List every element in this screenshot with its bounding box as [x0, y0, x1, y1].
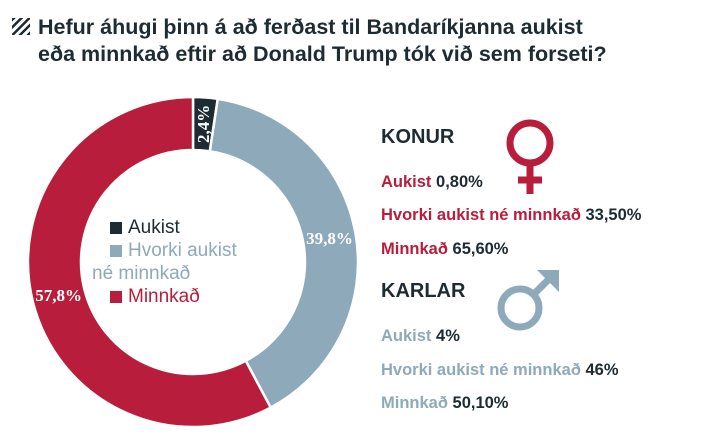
men-stat-hvorki-value: 46% — [585, 361, 619, 379]
legend-swatch-minnkad — [110, 291, 122, 303]
hatch-icon — [12, 18, 30, 35]
legend-label-hvorki-line-2: né minnkað — [92, 263, 191, 284]
women-stat-aukist: Aukist 0,80% — [381, 173, 483, 192]
female-symbol-icon — [506, 119, 554, 194]
women-stat-minnkad-value: 65,60% — [452, 240, 509, 258]
legend-label-hvorki: Hvorki aukist — [128, 239, 237, 262]
legend-item-hvorki-cont: né minnkað — [92, 262, 280, 285]
men-stat-minnkad-label: Minnkað — [381, 394, 448, 412]
women-stat-minnkad: Minnkað 65,60% — [381, 240, 508, 259]
donut-slice-labels: 2,4% 39,8% 57,8% — [35, 105, 353, 305]
women-stat-hvorki-label: Hvorki aukist né minnkað — [381, 206, 581, 224]
legend-item-minnkad: Minnkað — [110, 285, 280, 308]
women-stat-hvorki: Hvorki aukist né minnkað 33,50% — [381, 206, 641, 225]
legend-item-hvorki: Hvorki aukist — [110, 239, 280, 262]
legend-swatch-hvorki — [110, 245, 122, 257]
donut-slice-hvorki — [208, 97, 360, 410]
women-heading: KONUR — [381, 126, 455, 148]
men-stat-minnkad: Minnkað 50,10% — [381, 394, 508, 413]
women-stat-aukist-value: 0,80% — [436, 173, 483, 191]
title-line-2: eða minnkað eftir að Donald Trump tók vi… — [38, 42, 607, 66]
legend-item-aukist: Aukist — [110, 216, 280, 239]
women-stat-hvorki-value: 33,50% — [585, 206, 642, 224]
donut-slices — [26, 95, 360, 429]
title-line-1: Hefur áhugi þinn á að ferðast til Bandar… — [38, 15, 583, 39]
male-symbol-icon — [497, 270, 559, 331]
legend-label-minnkad: Minnkað — [128, 286, 200, 307]
donut-slice-minnkad — [26, 95, 273, 429]
men-heading: KARLAR — [381, 280, 466, 302]
legend-label-hvorki-line-1: Hvorki aukist — [128, 240, 237, 261]
men-stat-aukist: Aukist 4% — [381, 327, 460, 346]
men-stat-aukist-value: 4% — [436, 327, 460, 345]
men-stat-aukist-label: Aukist — [381, 327, 432, 345]
men-stat-minnkad-value: 50,10% — [452, 394, 509, 412]
chart-title: Hefur áhugi þinn á að ferðast til Bandar… — [12, 14, 702, 68]
donut-label-hvorki: 39,8% — [306, 229, 353, 248]
women-stat-aukist-label: Aukist — [381, 173, 432, 191]
chart-legend: Aukist Hvorki aukist né minnkað Minnkað — [92, 216, 280, 308]
legend-swatch-aukist — [110, 222, 122, 234]
donut-label-aukist: 2,4% — [194, 105, 213, 143]
donut-label-minnkad: 57,8% — [35, 286, 82, 305]
women-stat-minnkad-label: Minnkað — [381, 240, 448, 258]
men-stat-hvorki-label: Hvorki aukist né minnkað — [381, 361, 581, 379]
legend-label-aukist: Aukist — [128, 217, 180, 238]
men-stat-hvorki: Hvorki aukist né minnkað 46% — [381, 361, 619, 380]
